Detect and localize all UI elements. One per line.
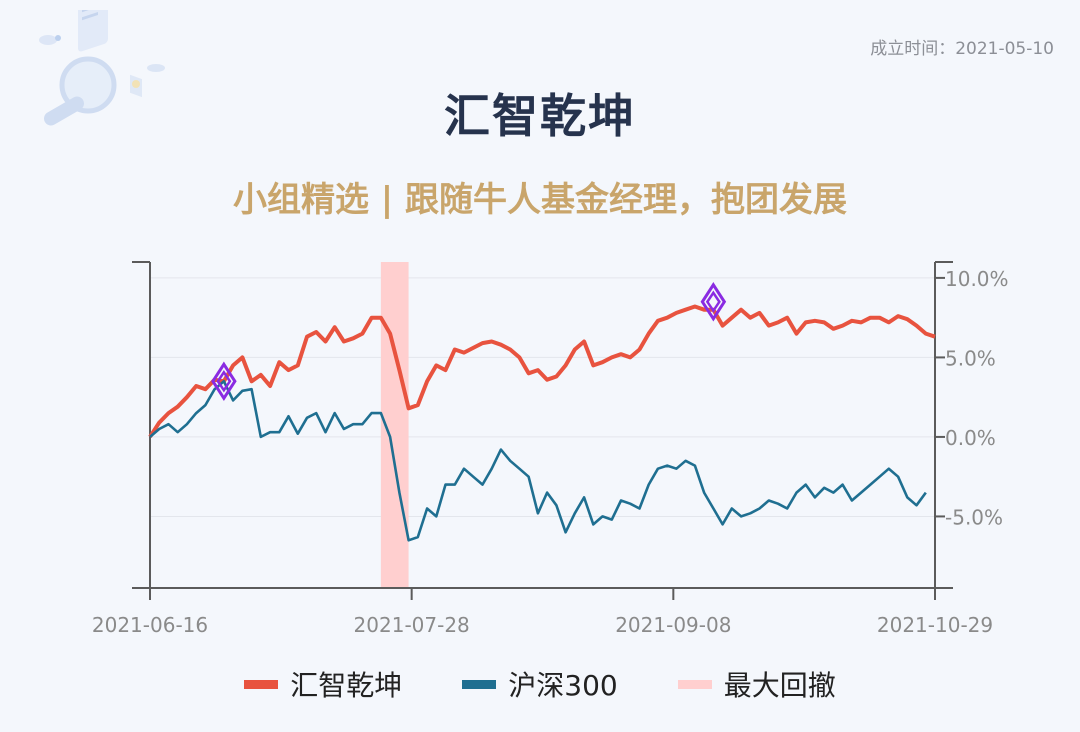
x-tick-label: 2021-10-29 xyxy=(877,613,993,637)
trade-marker-inner xyxy=(216,370,232,393)
performance-chart: 10.0% 5.0% 0.0% -5.0% 2021-06-16 2021-07-28 20… xyxy=(92,261,1009,637)
fund-title: 汇智乾坤 xyxy=(444,89,636,143)
legend-swatch-index xyxy=(462,679,497,689)
fund-series-line xyxy=(148,304,936,438)
fund-subtitle: 小组精选 | 跟随牛人基金经理，抱团发展 xyxy=(232,180,848,220)
legend-item-fund: 汇智乾坤 xyxy=(244,664,402,704)
y-tick-label: -5.0% xyxy=(945,505,1003,529)
legend-swatch-fund xyxy=(244,679,279,689)
legend-item-drawdown: 最大回撤 xyxy=(677,664,836,704)
chart-legend: 汇智乾坤 沪深300 最大回撤 xyxy=(0,664,1080,704)
y-tick-label: 0.0% xyxy=(945,426,996,450)
legend-item-index: 沪深300 xyxy=(462,664,618,704)
legend-swatch-drawdown xyxy=(677,679,712,689)
magnifier-illustration-icon xyxy=(39,10,165,126)
legend-label-fund: 汇智乾坤 xyxy=(290,669,403,702)
index-series-line xyxy=(149,380,927,542)
y-tick-label: 5.0% xyxy=(945,346,996,370)
legend-label-drawdown: 最大回撤 xyxy=(723,669,836,702)
x-tick-label: 2021-09-08 xyxy=(615,613,731,637)
y-tick-label: 10.0% xyxy=(945,267,1009,291)
x-tick-label: 2021-07-28 xyxy=(354,613,470,637)
trade-marker-icon xyxy=(211,361,237,402)
legend-label-index: 沪深300 xyxy=(508,669,618,702)
x-tick-label: 2021-06-16 xyxy=(92,613,208,637)
established-date: 成立时间：2021-05-10 xyxy=(870,39,1054,59)
trade-marker-icon xyxy=(700,281,727,322)
trade-marker-inner xyxy=(705,290,721,314)
